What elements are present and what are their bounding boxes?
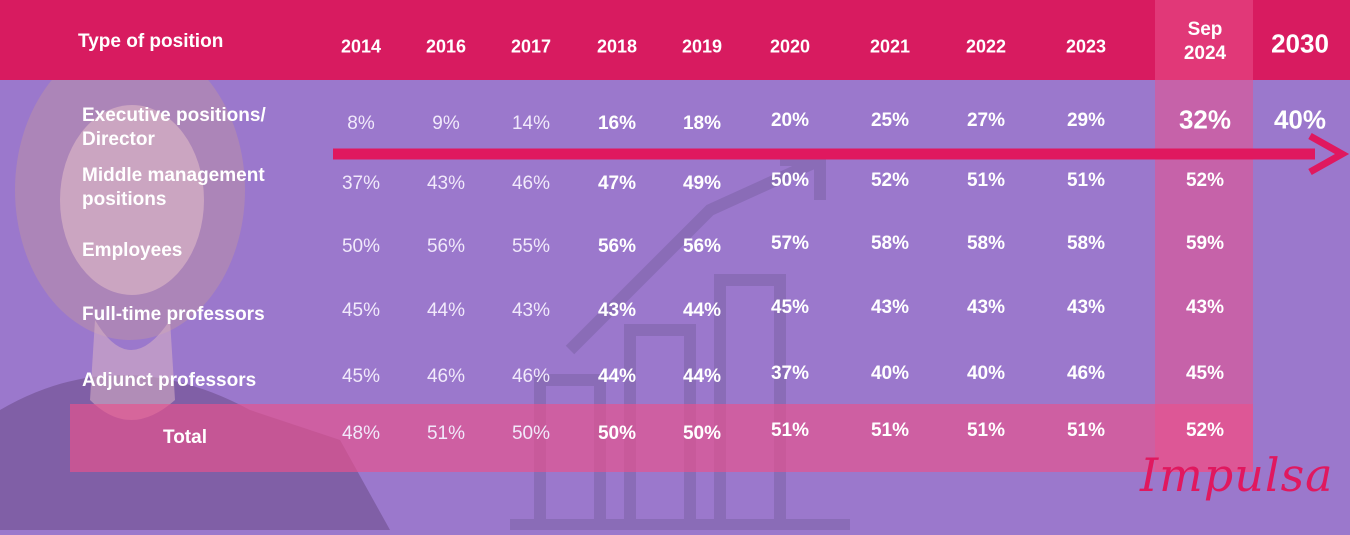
year-header-2023: 2023 [1065, 36, 1107, 57]
table-cell: 58% [1066, 233, 1106, 254]
table-cell: 20% [770, 110, 810, 131]
row-label-1: Middle management positions [82, 165, 265, 210]
table-cell: 56% [682, 236, 722, 257]
table-cell: 47% [597, 173, 637, 194]
table-cell: 40% [966, 363, 1006, 384]
table-cell: 52% [1185, 170, 1225, 191]
table-cell: 48% [341, 423, 381, 444]
table-cell: 40% [1273, 104, 1327, 135]
table-cell: 43% [426, 173, 466, 194]
table-cell: 9% [432, 113, 460, 134]
table-cell: 46% [426, 366, 466, 387]
table-cell: 45% [1185, 363, 1225, 384]
row-label-2: Employees [82, 240, 183, 261]
year-header-2020: 2020 [769, 36, 811, 57]
table-cell: 45% [341, 300, 381, 321]
table-cell: 50% [682, 423, 722, 444]
year-header-2021: 2021 [869, 36, 911, 57]
table-cell: 51% [770, 420, 810, 441]
table-cell: 44% [682, 366, 722, 387]
table-cell: 52% [1185, 420, 1225, 441]
table-cell: 8% [347, 113, 375, 134]
year-header-2017: 2017 [510, 36, 552, 57]
table-cell: 16% [597, 113, 637, 134]
table-cell: 43% [1066, 297, 1106, 318]
table-cell: 44% [426, 300, 466, 321]
table-cell: 29% [1066, 110, 1106, 131]
table-cell: 51% [966, 420, 1006, 441]
table-cell: 50% [770, 170, 810, 191]
table-cell: 32% [1178, 104, 1232, 135]
table-cell: 50% [597, 423, 637, 444]
table-cell: 43% [511, 300, 551, 321]
table-cell: 43% [597, 300, 637, 321]
year-header-2022: 2022 [965, 36, 1007, 57]
table-cell: 40% [870, 363, 910, 384]
year-header-2016: 2016 [425, 36, 467, 57]
table-cell: 27% [966, 110, 1006, 131]
table-cell: 43% [1185, 297, 1225, 318]
table-cell: 18% [682, 113, 722, 134]
table-cell: 43% [966, 297, 1006, 318]
table-cell: 44% [597, 366, 637, 387]
year-header-2030: 2030 [1271, 28, 1329, 59]
table-cell: 56% [597, 236, 637, 257]
table-cell: 25% [870, 110, 910, 131]
table-cell: 44% [682, 300, 722, 321]
year-header-2019: 2019 [681, 36, 723, 57]
table-cell: 58% [966, 233, 1006, 254]
table-cell: 58% [870, 233, 910, 254]
table-cell: 52% [870, 170, 910, 191]
row-label-4: Adjunct professors [82, 370, 257, 391]
table-cell: 46% [511, 173, 551, 194]
table-cell: 50% [341, 236, 381, 257]
row-label-5: Total [163, 427, 207, 448]
sep-2024-highlight-column [1155, 0, 1253, 472]
table-cell: 57% [770, 233, 810, 254]
table-cell: 45% [341, 366, 381, 387]
table-cell: 37% [341, 173, 381, 194]
table-cell: 43% [870, 297, 910, 318]
table-cell: 14% [511, 113, 551, 134]
table-cell: 50% [511, 423, 551, 444]
table-cell: 46% [1066, 363, 1106, 384]
table-cell: 51% [426, 423, 466, 444]
table-cell: 45% [770, 297, 810, 318]
table-cell: 51% [966, 170, 1006, 191]
row-label-0: Executive positions/ Director [82, 105, 266, 150]
year-header-2018: 2018 [596, 36, 638, 57]
table-cell: 51% [870, 420, 910, 441]
row-label-3: Full-time professors [82, 304, 265, 325]
total-row-highlight [70, 404, 1253, 472]
table-cell: 46% [511, 366, 551, 387]
year-header-2014: 2014 [340, 36, 382, 57]
type-of-position-header: Type of position [78, 31, 224, 52]
table-cell: 59% [1185, 233, 1225, 254]
table-cell: 51% [1066, 170, 1106, 191]
table-cell: 49% [682, 173, 722, 194]
table-cell: 56% [426, 236, 466, 257]
year-header-sep-2024: Sep 2024 [1183, 19, 1227, 64]
impulsa-logo: Impulsa [1140, 448, 1334, 502]
table-cell: 51% [1066, 420, 1106, 441]
table-header-bar [0, 0, 1350, 80]
table-cell: 37% [770, 363, 810, 384]
table-cell: 55% [511, 236, 551, 257]
